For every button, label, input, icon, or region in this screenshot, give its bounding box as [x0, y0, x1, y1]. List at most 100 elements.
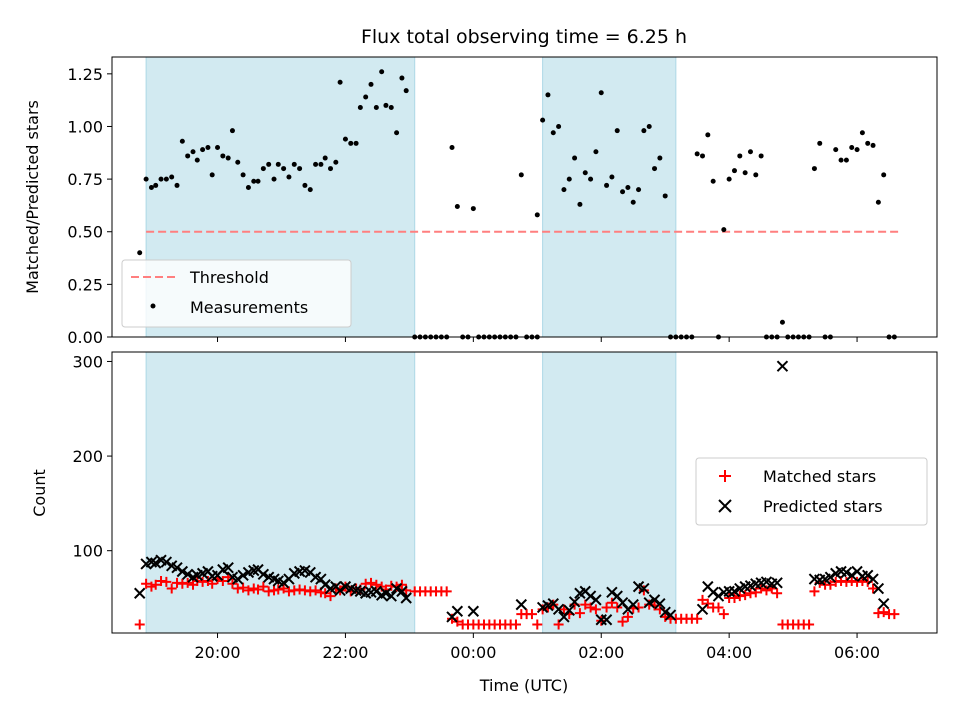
measurement-point: [779, 319, 785, 325]
predicted-star-point: [149, 557, 162, 569]
matched-star-point: [207, 578, 218, 589]
matched-star-point: [740, 590, 751, 601]
predicted-star-point: [712, 590, 725, 602]
matched-star-point: [141, 578, 152, 589]
measurement-point: [838, 157, 844, 163]
y-tick-label: 0.75: [67, 170, 103, 189]
predicted-star-point: [396, 585, 408, 598]
measurement-point: [185, 153, 191, 159]
matched-star-point: [150, 579, 161, 590]
measurement-point: [694, 151, 700, 157]
top-y-ticks: 0.00 0.25 0.50 0.75 1.00 1.25: [67, 65, 112, 347]
measurement-point: [646, 123, 652, 129]
measurement-point: [220, 153, 226, 159]
x-tick-label: 20:00: [194, 643, 240, 662]
predicted-star-point: [707, 586, 719, 599]
predicted-star-point: [232, 573, 244, 585]
legend-threshold-label: Threshold: [189, 268, 269, 287]
measurement-point: [403, 88, 409, 94]
measurement-point: [865, 140, 871, 146]
predicted-star-point: [390, 582, 403, 595]
matched-star-point: [718, 609, 729, 620]
measurement-point: [215, 145, 221, 151]
matched-star-point: [622, 611, 633, 622]
measurement-point: [737, 153, 743, 159]
measurement-point: [572, 155, 578, 161]
measurement-point: [556, 123, 562, 129]
predicted-star-point: [257, 568, 270, 581]
x-axis-label: Time (UTC): [479, 676, 568, 695]
measurement-point: [620, 189, 626, 195]
matched-star-point: [182, 577, 193, 588]
predicted-star-point: [350, 584, 362, 597]
predicted-star-point: [176, 565, 189, 578]
matched-star-point: [325, 591, 336, 602]
measurement-point: [297, 166, 303, 172]
matched-star-point: [590, 604, 601, 615]
y-tick-label: 0.25: [67, 275, 103, 294]
measurement-point: [169, 174, 175, 180]
shaded-interval: [542, 351, 677, 634]
measurement-point: [881, 172, 887, 178]
measurement-point: [534, 212, 540, 218]
x-tick-label: 04:00: [706, 643, 752, 662]
matched-star-point: [702, 598, 713, 609]
measurement-point: [137, 250, 143, 256]
bottom-axes-frame: [111, 351, 938, 634]
matched-star-point: [441, 586, 452, 597]
measurement-point: [747, 149, 753, 155]
measurement-point: [550, 130, 556, 136]
matched-star-point: [258, 581, 269, 592]
predicted-star-point: [248, 564, 260, 577]
matched-star-point: [532, 619, 543, 630]
bottom-panel: 100 200 300 20:00 22:00 00:00 02:00 04:00 06:00…: [30, 351, 938, 695]
measurement-point: [604, 182, 610, 188]
matched-star-point: [729, 592, 740, 603]
measurement-point: [333, 159, 339, 165]
predicted-star-point: [237, 569, 249, 581]
measurement-point: [849, 145, 855, 151]
predicted-star-point: [319, 579, 331, 591]
measurement-point: [255, 178, 261, 184]
matched-star-point: [612, 602, 623, 613]
measurement-point: [179, 138, 185, 144]
y-tick-label: 0.50: [67, 223, 103, 242]
legend-matched-swatch: [719, 470, 731, 482]
predicted-star-point: [606, 586, 618, 599]
matched-star-point: [238, 582, 249, 593]
matched-star-point: [161, 576, 172, 587]
measurement-point: [174, 182, 180, 188]
measurement-point: [148, 185, 154, 191]
measurement-point: [721, 227, 727, 233]
measurement-point: [251, 178, 257, 184]
predicted-star-point: [181, 568, 194, 581]
predicted-star-point: [385, 590, 397, 602]
x-tick-label: 00:00: [450, 643, 496, 662]
matched-star-point: [320, 588, 331, 599]
predicted-star-point: [584, 590, 597, 602]
measurement-point: [318, 161, 324, 167]
measurement-point: [700, 153, 706, 159]
measurement-point: [625, 185, 631, 191]
measurement-point: [266, 161, 272, 167]
measurement-point: [379, 69, 385, 75]
predicted-star-point: [659, 606, 671, 618]
predicted-star-point: [145, 556, 158, 568]
matched-star-point: [617, 616, 628, 627]
matched-star-point: [697, 594, 708, 605]
measurement-point: [705, 132, 711, 138]
measurement-point: [337, 79, 343, 85]
y-tick-label: 200: [72, 447, 103, 466]
measurement-point: [614, 128, 620, 134]
measurement-point: [342, 136, 348, 142]
matched-star-point: [878, 607, 889, 618]
measurement-point: [363, 94, 369, 100]
measurement-point: [281, 166, 287, 172]
measurement-point: [449, 145, 455, 151]
measurement-point: [854, 147, 860, 153]
matched-star-point: [253, 584, 264, 595]
measurement-point: [153, 182, 159, 188]
measurement-point: [870, 142, 876, 148]
y-tick-label: 1.00: [67, 117, 103, 136]
